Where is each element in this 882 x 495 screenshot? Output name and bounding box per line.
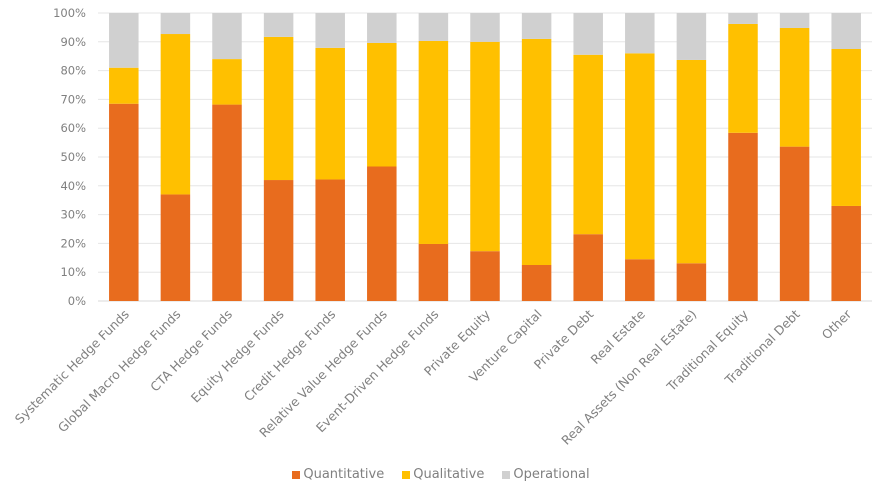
legend-label: Operational [513, 467, 590, 482]
bar-segment-operational [263, 13, 294, 37]
x-tick-label: Equity Hedge Funds [188, 307, 287, 406]
bar-segment-operational [470, 13, 500, 42]
legend-label: Quantitative [303, 467, 385, 482]
y-tick-label: 0% [68, 294, 86, 308]
y-tick-label: 10% [60, 265, 86, 279]
bar-segment-qualitative [470, 41, 500, 252]
bar-segment-quantitative [263, 180, 294, 301]
y-tick-label: 50% [60, 150, 86, 164]
y-tick-label: 30% [60, 208, 86, 222]
bar-segment-qualitative [521, 38, 552, 265]
bar-segment-qualitative [779, 27, 810, 147]
x-tick-label: Other [819, 306, 855, 342]
bar-segment-operational [728, 13, 758, 24]
bar-stack [521, 13, 552, 301]
legend-swatch-qualitative [402, 470, 411, 479]
bar-stack [418, 13, 449, 301]
bar-stack [315, 13, 345, 301]
bar-segment-quantitative [315, 179, 345, 301]
bar-segment-quantitative [676, 263, 707, 301]
bar-segment-operational [573, 13, 603, 55]
bar-stack [160, 13, 191, 301]
legend-swatch-operational [502, 470, 511, 479]
bar-segment-quantitative [831, 205, 861, 301]
bar-segment-operational [315, 13, 345, 48]
bar-segment-qualitative [315, 47, 345, 180]
legend-item-quantitative: Quantitative [292, 467, 384, 482]
bar-segment-quantitative [160, 194, 191, 301]
bar-segment-quantitative [625, 259, 655, 301]
bar-segment-qualitative [573, 54, 603, 235]
bar-segment-qualitative [676, 59, 707, 264]
bar-segment-operational [109, 13, 139, 68]
legend-label: Qualitative [413, 467, 485, 482]
bar-segment-operational [625, 13, 655, 54]
y-tick-label: 100% [53, 6, 86, 20]
legend-item-operational: Operational [502, 467, 590, 482]
bar-segment-operational [521, 13, 552, 39]
legend-swatch-quantitative [292, 470, 301, 479]
bar-segment-operational [676, 13, 707, 60]
bar-segment-quantitative [367, 166, 397, 301]
bar-segment-operational [779, 13, 810, 28]
bars [109, 13, 861, 301]
bar-stack [779, 13, 810, 301]
bar-stack [109, 13, 139, 301]
bar-segment-quantitative [418, 243, 449, 301]
bar-segment-quantitative [470, 251, 500, 301]
y-tick-label: 70% [60, 92, 86, 106]
stacked-bar-chart: 0% 10% 20% 30% 40% 50% 60% 70% 80% 90% 100% System… [12, 6, 872, 448]
bar-segment-quantitative [521, 265, 552, 301]
legend: Quantitative Qualitative Operational [0, 467, 882, 482]
bar-segment-qualitative [263, 36, 294, 181]
y-tick-label: 90% [60, 35, 86, 49]
bar-segment-operational [418, 13, 449, 41]
bar-segment-quantitative [779, 146, 810, 301]
x-tick-label: Credit Hedge Funds [241, 307, 339, 405]
bar-segment-operational [160, 13, 191, 35]
bar-segment-quantitative [573, 234, 603, 301]
bar-segment-qualitative [367, 42, 397, 167]
bar-stack [676, 13, 707, 301]
bar-stack [625, 13, 655, 301]
bar-segment-qualitative [728, 23, 758, 133]
bar-segment-quantitative [109, 103, 139, 301]
bar-stack [470, 13, 500, 301]
y-tick-label: 60% [60, 121, 86, 135]
bar-stack [367, 13, 397, 301]
bar-segment-qualitative [160, 34, 191, 195]
bar-stack [831, 13, 861, 301]
bar-stack [728, 13, 758, 301]
bar-stack [212, 13, 242, 301]
bar-segment-operational [367, 13, 397, 43]
bar-segment-quantitative [728, 132, 758, 301]
bar-segment-qualitative [831, 49, 861, 206]
bar-segment-qualitative [212, 59, 242, 105]
bar-segment-operational [831, 13, 861, 49]
bar-segment-qualitative [418, 40, 449, 244]
bar-segment-qualitative [109, 67, 139, 104]
y-axis: 0% 10% 20% 30% 40% 50% 60% 70% 80% 90% 100% [53, 6, 86, 308]
legend-item-qualitative: Qualitative [402, 467, 484, 482]
y-tick-label: 40% [60, 179, 86, 193]
bar-segment-qualitative [625, 53, 655, 260]
bar-segment-quantitative [212, 104, 242, 301]
y-tick-label: 20% [60, 236, 86, 250]
y-tick-label: 80% [60, 64, 86, 78]
bar-stack [573, 13, 603, 301]
bar-segment-operational [212, 13, 242, 60]
bar-stack [263, 13, 294, 301]
